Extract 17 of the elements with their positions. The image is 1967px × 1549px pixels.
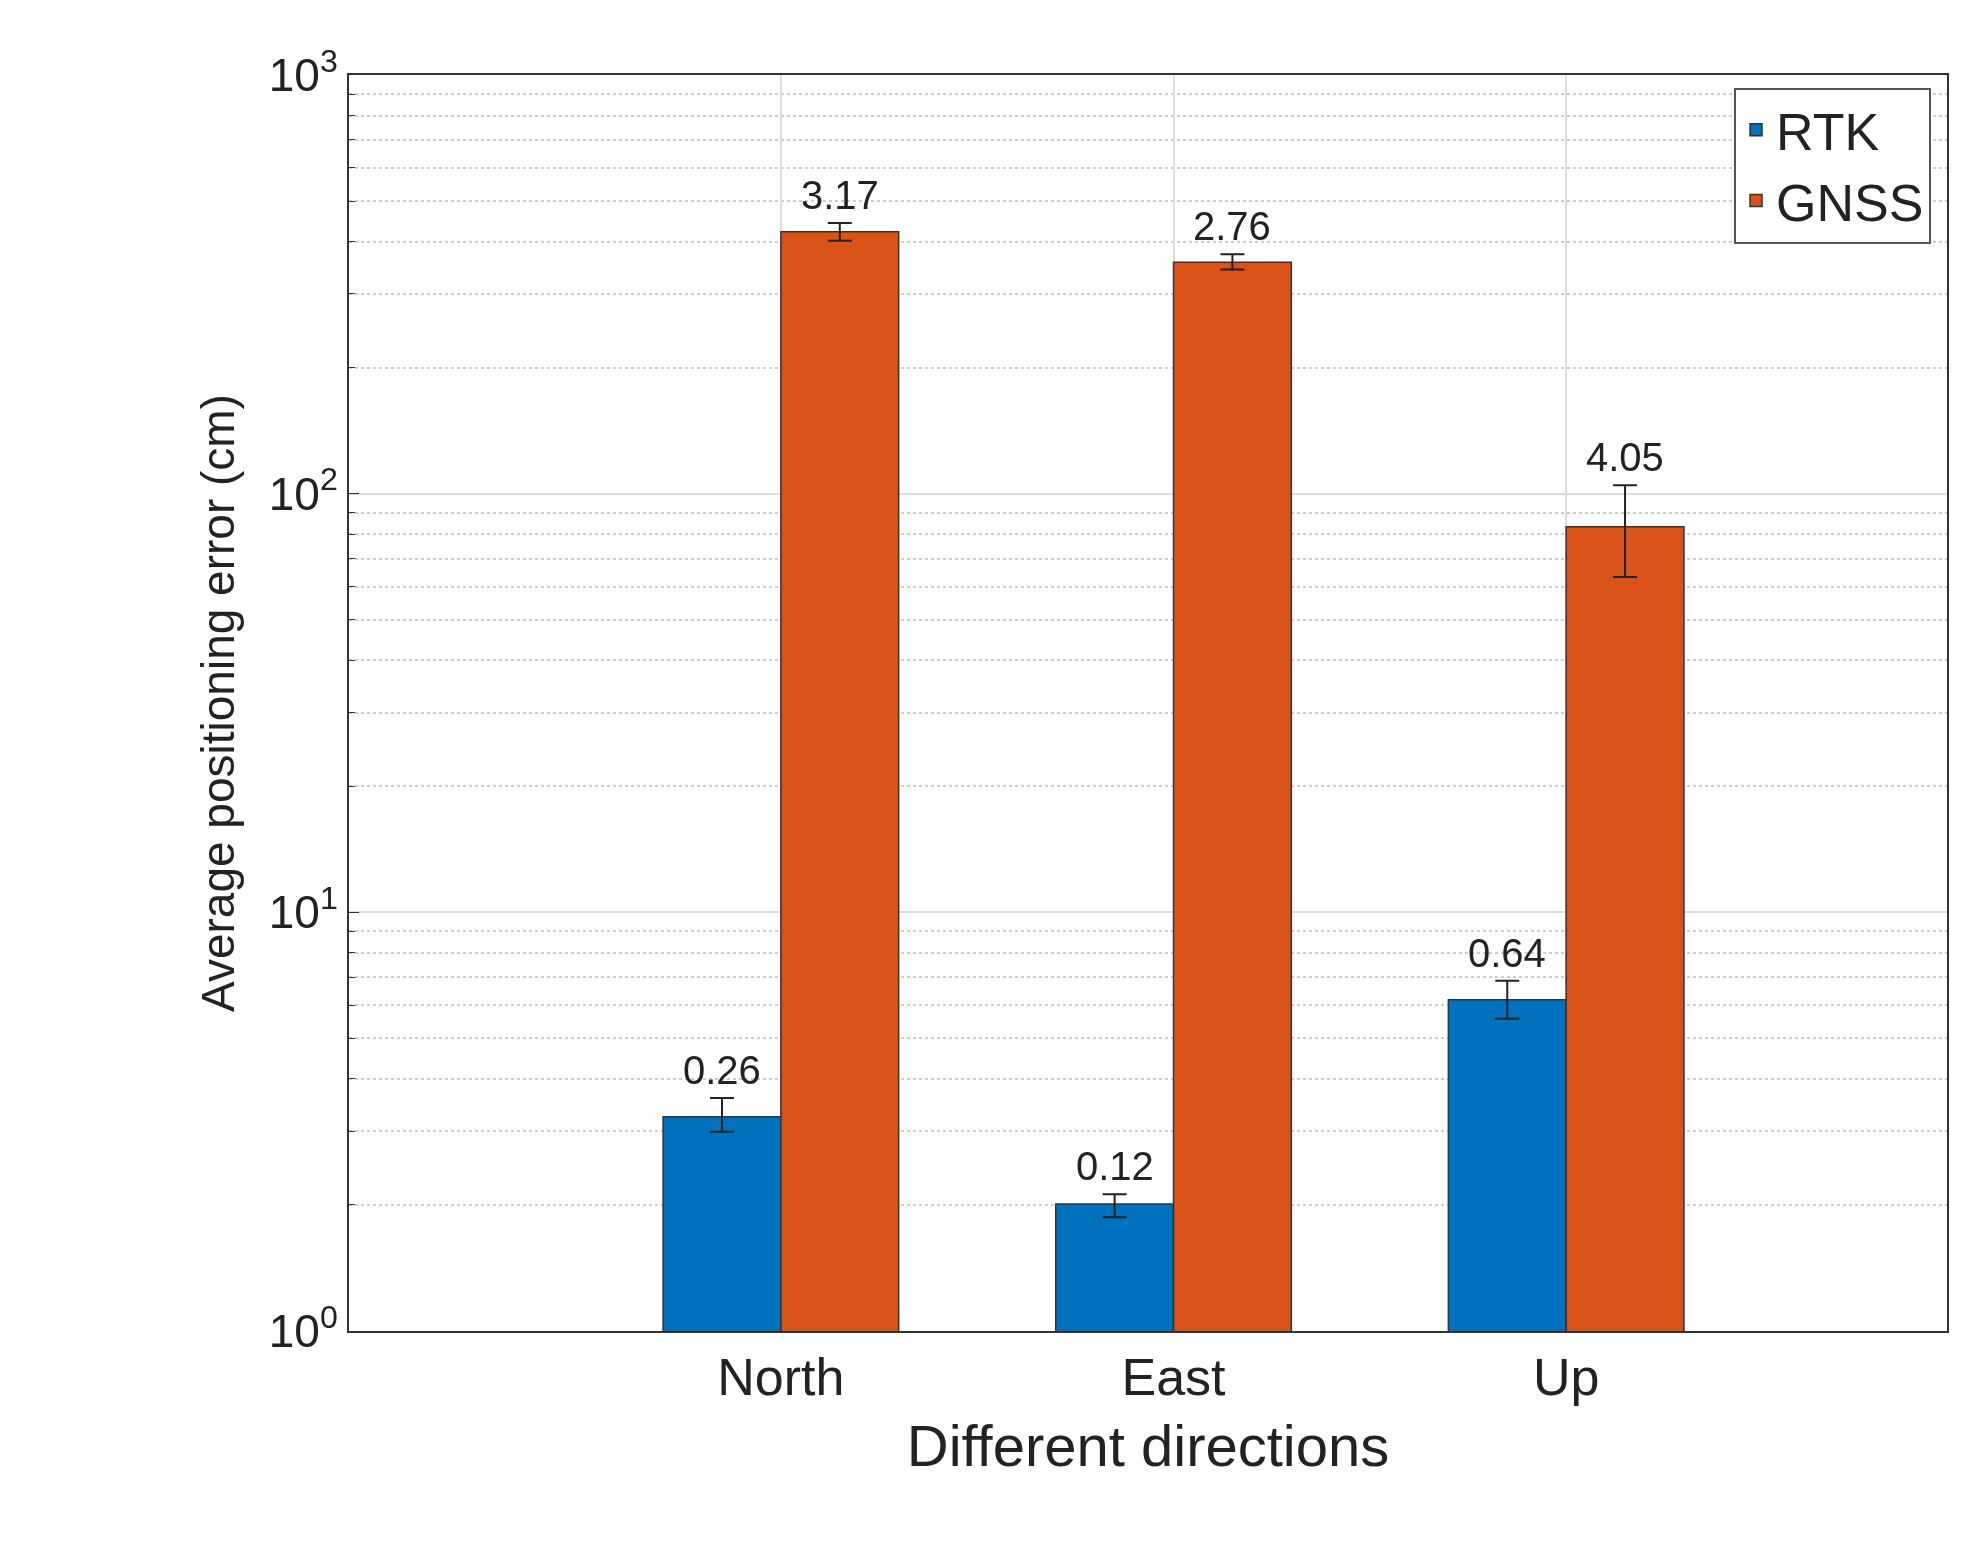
annotation: 0.26: [683, 1048, 761, 1092]
y-tick-label: 10$^{1}$: [268, 880, 338, 939]
y-tick-label: 10$^{3}$: [268, 42, 338, 102]
x-tick-label: East: [1121, 1348, 1227, 1407]
legend-label: GNSS: [1776, 173, 1924, 232]
x-tick-label: Up: [1532, 1348, 1600, 1407]
y-tick-label: 10$^{2}$: [268, 461, 338, 520]
legend-label: RTK: [1776, 103, 1880, 162]
annotation: 0.12: [1076, 1144, 1154, 1188]
y-tick-label: 10$^{0}$: [268, 1298, 338, 1358]
y-axis-title: Average positioning error (cm): [191, 394, 244, 1012]
annotation: 2.76: [1193, 204, 1271, 248]
annotation: 3.17: [801, 173, 879, 217]
annotation: 4.05: [1586, 435, 1664, 479]
x-axis-title: Different directions: [906, 1413, 1390, 1478]
x-tick-label: North: [717, 1348, 845, 1407]
annotation: 0.64: [1468, 931, 1546, 975]
